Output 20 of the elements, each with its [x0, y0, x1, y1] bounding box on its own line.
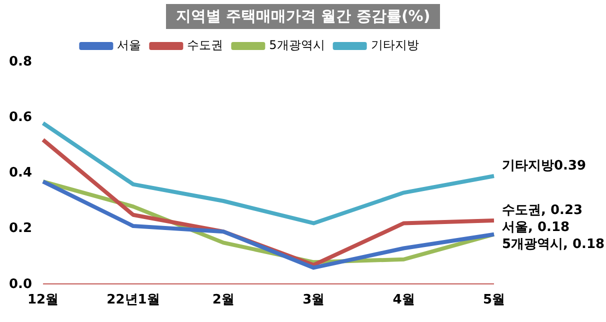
y-tick-label: 0.2 [9, 221, 32, 236]
annotation: 기타지방0.39 [502, 158, 586, 174]
annotation: 서울, 0.18 [502, 220, 570, 235]
y-tick-label: 0.8 [9, 54, 32, 70]
x-tick-label: 4월 [392, 292, 415, 308]
legend-label: 기타지방 [370, 38, 419, 52]
chart-title: 지역별 주택매매가격 월간 증감률(%) [166, 4, 440, 29]
y-tick-label: 0.0 [9, 276, 32, 292]
legend-label: 수도권 [187, 38, 224, 52]
legend-label: 5개광역시 [269, 38, 325, 52]
x-tick-label: 3월 [302, 292, 325, 308]
x-tick-label: 22년1월 [106, 292, 160, 308]
x-tick-label: 5월 [482, 292, 506, 308]
legend-label: 서울 [117, 38, 142, 52]
annotation: 수도권, 0.23 [502, 202, 583, 218]
y-tick-label: 0.4 [9, 166, 32, 181]
y-tick-label: 0.6 [9, 110, 32, 125]
x-tick-label: 12월 [27, 292, 59, 308]
x-tick-label: 2월 [212, 292, 234, 308]
annotation: 5개광역시, 0.18 [502, 236, 605, 252]
